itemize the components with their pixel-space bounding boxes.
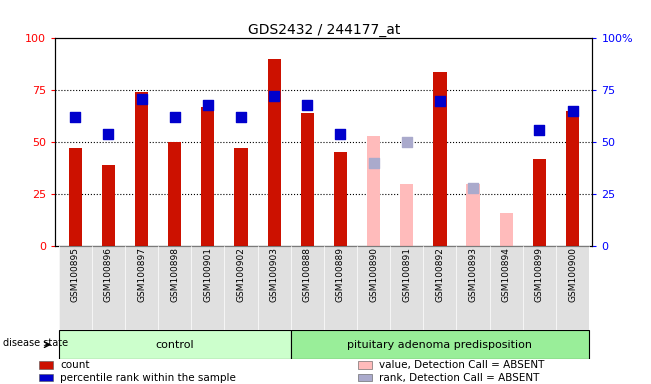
- Point: [567, 108, 577, 114]
- Bar: [234, 148, 247, 246]
- Bar: [456, 246, 490, 330]
- Bar: [258, 246, 291, 330]
- Bar: [291, 246, 324, 330]
- Bar: [390, 246, 423, 330]
- Text: GSM100889: GSM100889: [336, 247, 345, 303]
- Text: disease state: disease state: [3, 338, 68, 348]
- Text: GSM100902: GSM100902: [236, 247, 245, 302]
- Text: GSM100891: GSM100891: [402, 247, 411, 303]
- Text: rank, Detection Call = ABSENT: rank, Detection Call = ABSENT: [379, 372, 539, 382]
- Bar: [490, 246, 523, 330]
- Bar: [92, 246, 125, 330]
- Bar: [39, 361, 53, 369]
- Text: GSM100896: GSM100896: [104, 247, 113, 303]
- Bar: [102, 165, 115, 246]
- Text: count: count: [60, 360, 89, 370]
- Text: percentile rank within the sample: percentile rank within the sample: [60, 372, 236, 382]
- Bar: [135, 92, 148, 246]
- Bar: [291, 330, 589, 359]
- Point: [70, 114, 81, 120]
- Text: GSM100894: GSM100894: [502, 247, 511, 302]
- Text: GSM100899: GSM100899: [535, 247, 544, 303]
- Point: [534, 127, 545, 133]
- Bar: [59, 246, 92, 330]
- Bar: [533, 159, 546, 246]
- Text: control: control: [156, 339, 194, 350]
- Text: GSM100895: GSM100895: [71, 247, 79, 303]
- Text: GSM100900: GSM100900: [568, 247, 577, 303]
- Text: GSM100890: GSM100890: [369, 247, 378, 303]
- Bar: [158, 246, 191, 330]
- Point: [236, 114, 246, 120]
- Bar: [125, 246, 158, 330]
- Text: GSM100898: GSM100898: [170, 247, 179, 303]
- Bar: [423, 246, 456, 330]
- Bar: [566, 111, 579, 246]
- Text: value, Detection Call = ABSENT: value, Detection Call = ABSENT: [379, 360, 544, 370]
- Point: [103, 131, 113, 137]
- Text: GSM100903: GSM100903: [270, 247, 279, 303]
- Text: pituitary adenoma predisposition: pituitary adenoma predisposition: [348, 339, 533, 350]
- Point: [368, 160, 379, 166]
- Bar: [358, 374, 372, 381]
- Text: GSM100901: GSM100901: [203, 247, 212, 303]
- Bar: [400, 184, 413, 246]
- Bar: [68, 148, 82, 246]
- Bar: [357, 246, 390, 330]
- Point: [468, 185, 478, 191]
- Bar: [556, 246, 589, 330]
- Bar: [225, 246, 258, 330]
- Bar: [499, 213, 513, 246]
- Title: GDS2432 / 244177_at: GDS2432 / 244177_at: [247, 23, 400, 37]
- Point: [435, 98, 445, 104]
- Bar: [268, 59, 281, 246]
- Point: [136, 96, 146, 102]
- Text: GSM100888: GSM100888: [303, 247, 312, 303]
- Bar: [39, 374, 53, 381]
- Bar: [367, 136, 380, 246]
- Point: [169, 114, 180, 120]
- Bar: [324, 246, 357, 330]
- Bar: [434, 71, 447, 246]
- Point: [402, 139, 412, 145]
- Text: GSM100893: GSM100893: [469, 247, 478, 303]
- Bar: [523, 246, 556, 330]
- Bar: [168, 142, 182, 246]
- Text: GSM100892: GSM100892: [436, 247, 445, 302]
- Bar: [59, 330, 291, 359]
- Bar: [358, 361, 372, 369]
- Point: [202, 102, 213, 108]
- Bar: [334, 152, 347, 246]
- Bar: [201, 107, 214, 246]
- Bar: [466, 184, 480, 246]
- Text: GSM100897: GSM100897: [137, 247, 146, 303]
- Bar: [301, 113, 314, 246]
- Point: [335, 131, 346, 137]
- Point: [302, 102, 312, 108]
- Point: [269, 93, 279, 99]
- Bar: [191, 246, 225, 330]
